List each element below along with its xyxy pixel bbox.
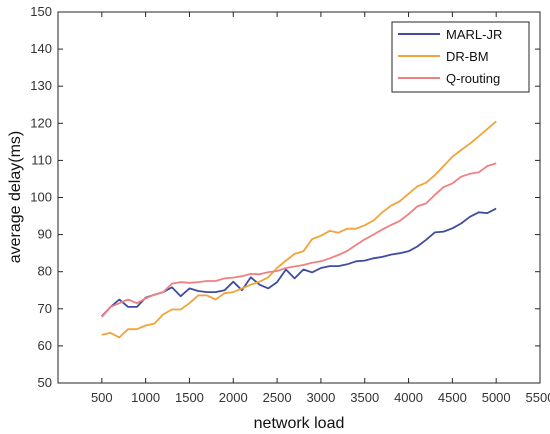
x-tick-label: 2000 [219,390,248,405]
y-tick-label: 100 [30,190,52,205]
x-tick-label: 4000 [394,390,423,405]
x-tick-label: 2500 [263,390,292,405]
y-tick-label: 150 [30,4,52,19]
x-axis-label: network load [254,415,345,432]
legend-label-marl-jr: MARL-JR [446,27,502,42]
series-lines [101,120,497,339]
y-axis: 50 60 70 80 90 100 110 120 130 140 150 [30,4,540,390]
x-axis: 500 1000 1500 2000 2500 3000 3500 4000 4500 5000 5… [91,12,550,405]
y-tick-label: 50 [38,375,52,390]
series-line-marl-jr [101,207,497,317]
y-tick-label: 130 [30,78,52,93]
x-tick-label: 3000 [306,390,335,405]
x-tick-label: 3500 [350,390,379,405]
y-tick-label: 60 [38,338,52,353]
x-tick-label: 5500 [526,390,550,405]
y-axis-label: average delay(ms) [7,131,24,264]
y-tick-label: 140 [30,41,52,56]
y-tick-label: 80 [38,264,52,279]
y-tick-label: 120 [30,115,52,130]
x-tick-label: 500 [91,390,113,405]
legend: MARL-JR DR-BM Q-routing [391,21,530,93]
x-tick-label: 5000 [482,390,511,405]
series-line-q-routing [101,162,497,318]
x-tick-label: 4500 [438,390,467,405]
y-tick-label: 70 [38,301,52,316]
legend-items: MARL-JR DR-BM Q-routing [398,27,502,86]
series-line-dr-bm [101,120,497,339]
legend-label-q-routing: Q-routing [446,71,500,86]
x-tick-label: 1000 [131,390,160,405]
y-tick-label: 90 [38,227,52,242]
x-tick-label: 1500 [175,390,204,405]
legend-label-dr-bm: DR-BM [446,49,489,64]
y-tick-label: 110 [31,152,52,167]
